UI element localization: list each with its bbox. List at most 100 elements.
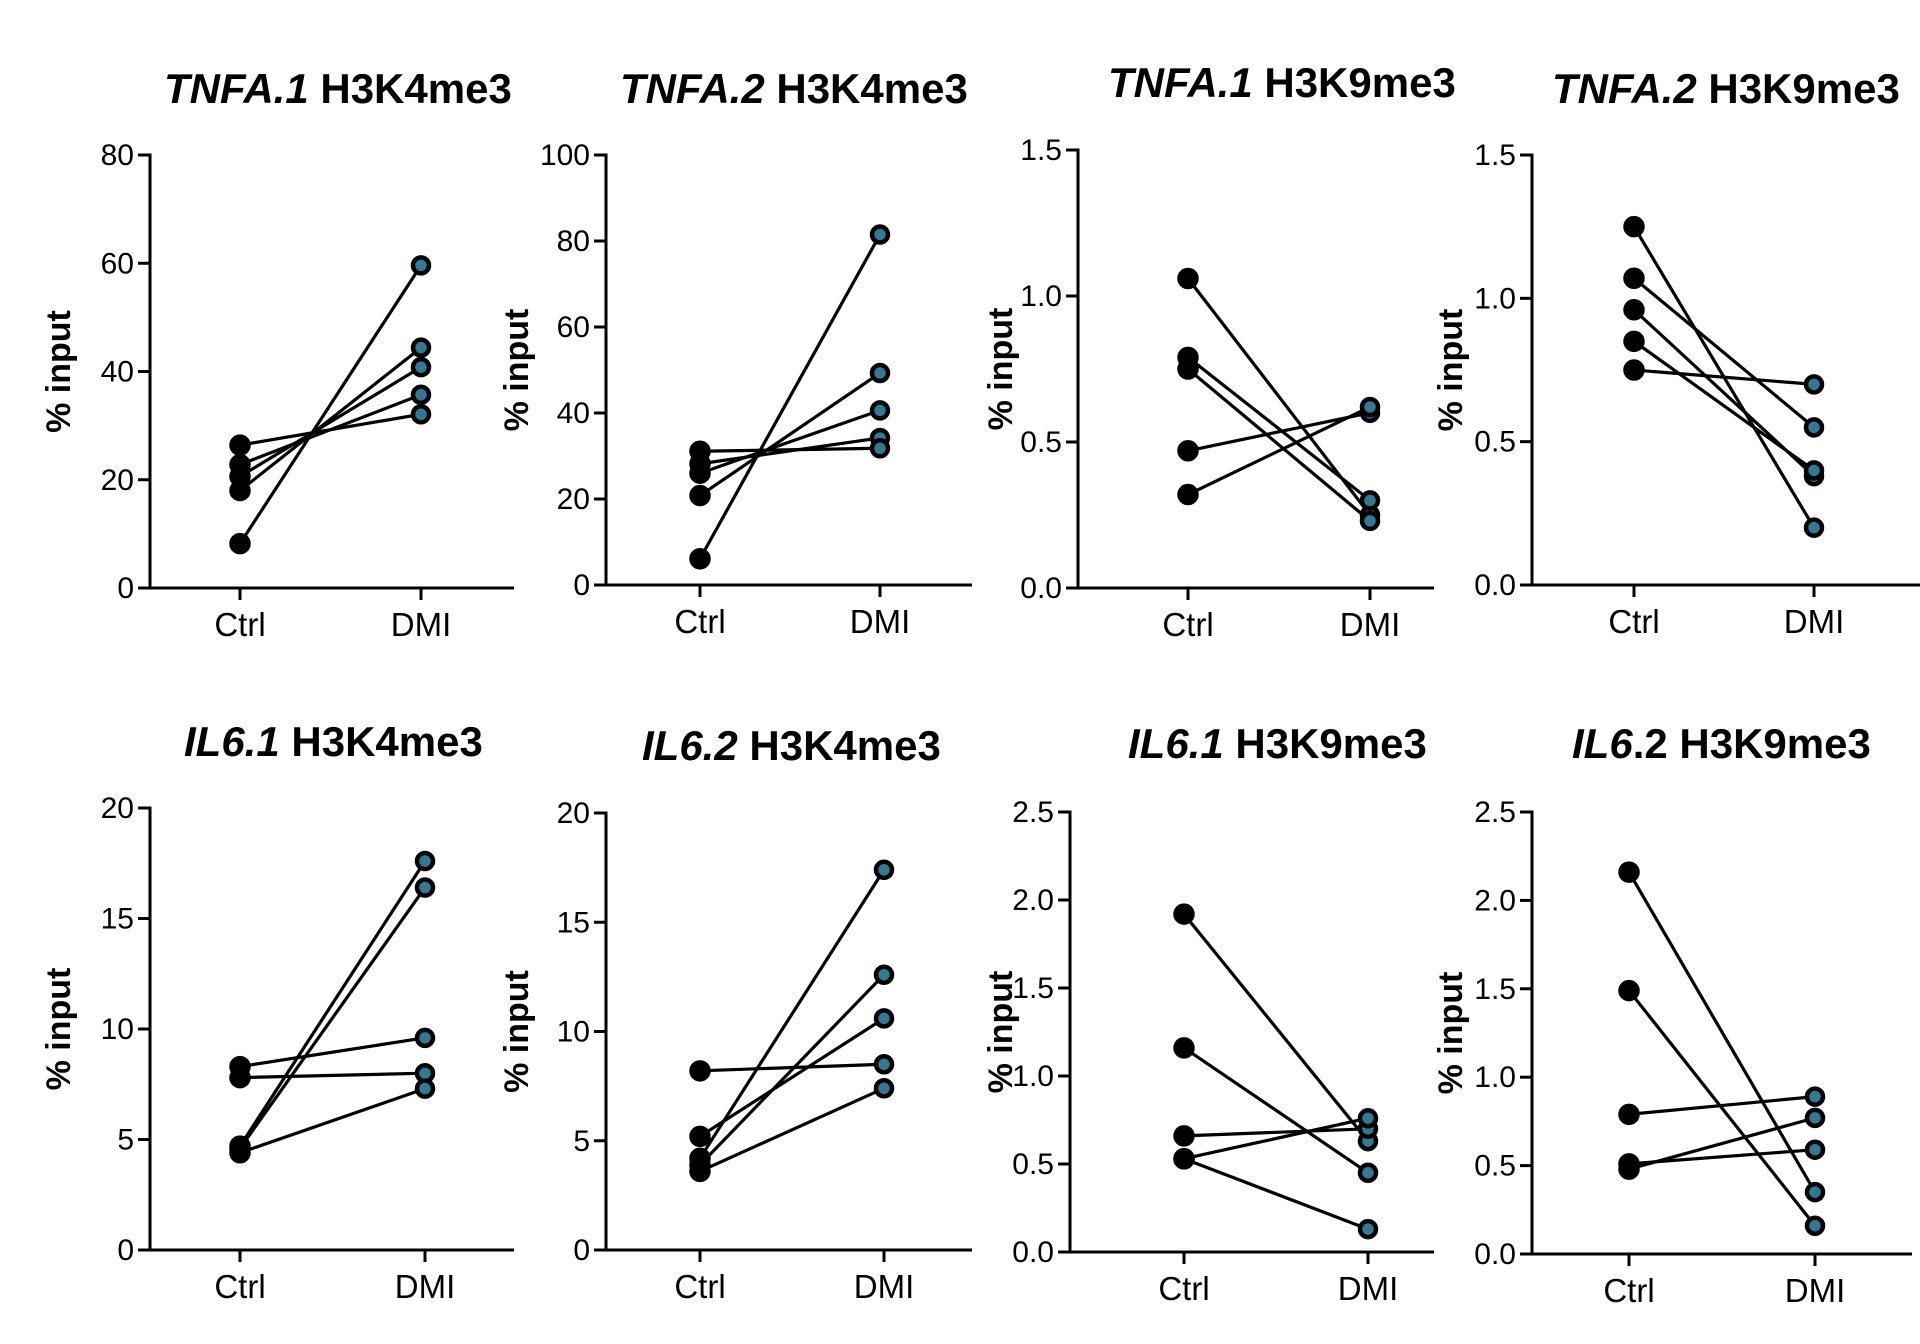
dmi-data-point xyxy=(1804,1086,1826,1107)
chart-title: IL6.1 H3K9me3 xyxy=(1128,720,1427,767)
paired-line xyxy=(238,264,423,545)
x-category-label: Ctrl xyxy=(1158,1270,1209,1307)
y-tick-label: 0 xyxy=(117,1234,134,1267)
ctrl-data-point xyxy=(1177,483,1199,506)
y-tick-label: 0.0 xyxy=(1020,572,1062,605)
dmi-data-point xyxy=(873,1078,895,1099)
chart-panel-6: IL6.2 H3K4me3 0 5 10 15 20 Ctrl DMI % input xyxy=(498,722,972,1305)
y-tick-label: 20 xyxy=(557,483,590,516)
chart-panel-7: IL6.1 H3K9me3 0.0 0.5 1.0 1.5 2.0 2.5 Ctrl DMI % … xyxy=(982,720,1434,1307)
y-tick-label: 0.5 xyxy=(1012,1148,1054,1181)
y-tick-label: 1.5 xyxy=(1474,973,1516,1006)
paired-line xyxy=(1632,277,1816,429)
ctrl-data-point xyxy=(1623,330,1645,353)
dmi-data-point xyxy=(873,859,895,881)
y-tick-label: 2.0 xyxy=(1474,884,1516,917)
y-tick-label: 1.5 xyxy=(1474,139,1516,172)
paired-line xyxy=(239,1087,426,1155)
dmi-data-point xyxy=(1804,1181,1826,1203)
paired-line xyxy=(239,1036,426,1069)
ctrl-data-point xyxy=(1623,359,1645,381)
paired-line xyxy=(1633,368,1815,386)
chart-title-mark: H3K4me3 xyxy=(280,718,483,765)
y-tick-label: 1.5 xyxy=(1020,134,1062,167)
paired-line xyxy=(1183,1157,1369,1231)
y-tick-label: 1.0 xyxy=(1474,282,1516,315)
dmi-data-point xyxy=(1803,517,1825,538)
dmi-data-point xyxy=(1803,417,1825,438)
dmi-data-point xyxy=(869,224,891,245)
ctrl-data-point xyxy=(1173,1125,1195,1147)
y-tick-label: 60 xyxy=(557,311,590,344)
dmi-data-point xyxy=(873,964,895,985)
paired-line xyxy=(1627,989,1817,1227)
y-tick-label: 100 xyxy=(540,139,590,172)
y-axis-label: % input xyxy=(498,970,536,1093)
y-tick-label: 2.0 xyxy=(1012,884,1054,917)
y-tick-label: 0.5 xyxy=(1474,426,1516,459)
y-axis-label: % input xyxy=(1432,309,1470,432)
ctrl-data-point xyxy=(1618,861,1640,883)
chart-title: IL6.2 H3K4me3 xyxy=(642,722,941,769)
chart-panel-4: TNFA.2 H3K9me3 0.0 0.5 1.0 1.5 Ctrl DMI % input xyxy=(1432,65,1920,640)
y-tick-label: 2.5 xyxy=(1474,796,1516,829)
y-tick-label: 5 xyxy=(573,1125,590,1158)
chart-title-mark: H3K9me3 xyxy=(1224,720,1427,767)
paired-line xyxy=(1183,1127,1369,1138)
x-category-label: Ctrl xyxy=(214,1268,265,1305)
paired-line xyxy=(1183,1116,1369,1161)
paired-line xyxy=(1187,405,1371,497)
y-tick-label: 10 xyxy=(101,1013,134,1046)
paired-line xyxy=(238,860,427,1148)
x-category-label: Ctrl xyxy=(1603,1272,1654,1309)
chart-title-gene: IL6 xyxy=(1572,720,1633,767)
dmi-data-point xyxy=(414,1078,436,1099)
ctrl-data-point xyxy=(229,1066,251,1089)
dmi-data-point xyxy=(1359,396,1381,418)
ctrl-data-point xyxy=(229,1142,251,1164)
y-tick-label: 20 xyxy=(101,464,134,497)
ctrl-data-point xyxy=(1623,299,1645,321)
ctrl-data-point xyxy=(689,484,711,507)
x-category-label: DMI xyxy=(395,1268,456,1305)
paired-line xyxy=(1628,1116,1816,1171)
y-tick-label: 0.0 xyxy=(1474,569,1516,602)
paired-line xyxy=(698,868,886,1160)
x-category-label: DMI xyxy=(850,603,911,640)
paired-line xyxy=(1187,411,1371,453)
dmi-data-point xyxy=(414,850,436,872)
y-tick-label: 1.0 xyxy=(1012,1060,1054,1093)
chart-panel-3: TNFA.1 H3K9me3 0.0 0.5 1.0 1.5 Ctrl DMI % input xyxy=(982,59,1456,643)
dmi-data-point xyxy=(1357,1218,1379,1240)
y-tick-label: 5 xyxy=(117,1124,134,1157)
dmi-data-point xyxy=(1804,1107,1826,1129)
chart-title: TNFA.1 H3K4me3 xyxy=(164,65,512,112)
y-tick-label: 0.0 xyxy=(1474,1238,1516,1271)
y-axis-label: % input xyxy=(982,308,1020,431)
ctrl-data-point xyxy=(1623,215,1645,238)
y-tick-label: 60 xyxy=(101,247,134,280)
paired-line xyxy=(699,446,881,453)
chart-panel-1: TNFA.1 H3K4me3 0 20 40 60 80 Ctrl DMI % input xyxy=(40,65,514,643)
x-category-label: Ctrl xyxy=(674,1268,725,1305)
paired-line xyxy=(239,346,422,492)
y-tick-label: 80 xyxy=(101,139,134,172)
y-tick-label: 40 xyxy=(557,397,590,430)
paired-line xyxy=(699,1017,885,1138)
dmi-data-point xyxy=(1804,1139,1826,1160)
chart-title-gene: IL6.2 xyxy=(642,722,738,769)
ctrl-data-point xyxy=(689,1060,711,1082)
dmi-data-point xyxy=(1357,1162,1379,1184)
y-tick-label: 20 xyxy=(557,797,590,830)
dmi-data-point xyxy=(869,362,891,384)
dmi-data-point xyxy=(410,384,432,406)
chart-title-gene: TNFA.1 xyxy=(1108,59,1253,106)
x-category-label: Ctrl xyxy=(214,606,265,643)
y-tick-label: 1.0 xyxy=(1020,280,1062,313)
paired-line xyxy=(239,365,422,478)
y-tick-label: 20 xyxy=(101,792,134,825)
ctrl-data-point xyxy=(1173,903,1195,925)
ctrl-data-point xyxy=(229,434,251,456)
x-category-label: DMI xyxy=(1340,606,1401,643)
dmi-data-point xyxy=(1359,490,1381,511)
